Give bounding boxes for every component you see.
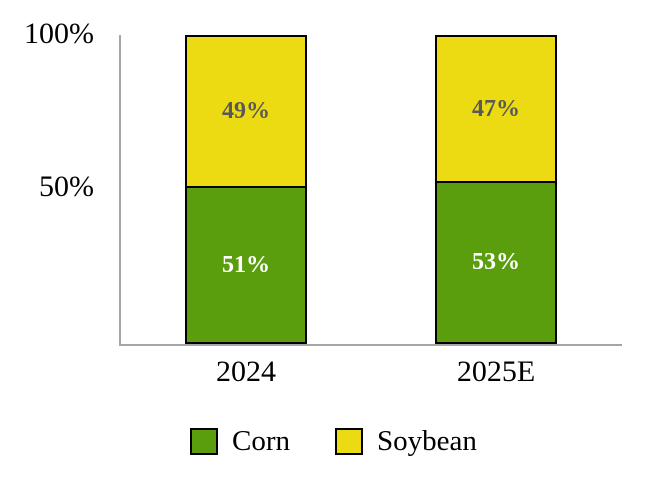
bar-2025e: 47% 53% [435, 35, 557, 344]
segment-value-label: 47% [472, 95, 520, 122]
legend-label-corn: Corn [232, 425, 290, 457]
x-axis-line [119, 344, 622, 346]
segment-value-label: 51% [222, 251, 270, 278]
soybean-swatch-icon [335, 428, 363, 455]
segment-soybean-2024: 49% [187, 37, 305, 186]
x-category-label-2024: 2024 [216, 355, 276, 388]
legend-item-soybean: Soybean [335, 427, 477, 456]
segment-value-label: 49% [222, 98, 270, 125]
segment-corn-2025e: 53% [437, 180, 555, 342]
segment-value-label: 53% [472, 249, 520, 276]
segment-soybean-2025e: 47% [437, 37, 555, 181]
y-tick-label-50: 50% [39, 170, 94, 203]
legend-label-soybean: Soybean [377, 425, 477, 457]
bar-2024: 49% 51% [185, 35, 307, 344]
corn-swatch-icon [190, 428, 218, 455]
y-tick-label-100: 100% [24, 17, 94, 50]
legend-item-corn: Corn [190, 427, 290, 456]
segment-corn-2024: 51% [187, 185, 305, 342]
x-category-label-2025e: 2025E [456, 355, 536, 388]
y-axis-line [119, 35, 121, 346]
legend: Corn Soybean [190, 427, 477, 456]
